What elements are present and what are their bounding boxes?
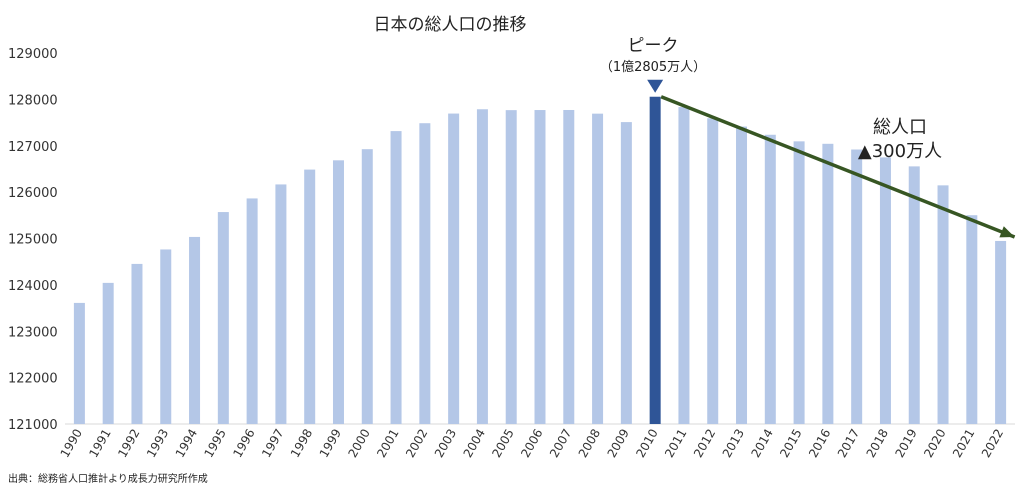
bar-2022 [995, 240, 1007, 424]
x-tick-label: 2013 [720, 427, 747, 460]
x-tick-label: 1993 [144, 427, 171, 460]
chart-title: 日本の総人口の推移 [373, 15, 527, 35]
y-tick-label: 127000 [8, 140, 58, 155]
bar-2015 [793, 141, 805, 425]
bar-1992 [131, 263, 143, 424]
decline-annotation-value: ▲300万人 [857, 141, 943, 162]
bar-1991 [102, 282, 114, 424]
bar-1996 [246, 198, 258, 424]
x-tick-label: 2008 [576, 427, 603, 460]
y-tick-label: 125000 [8, 233, 58, 248]
x-tick-label: 2009 [605, 427, 632, 460]
x-tick-label: 1998 [288, 427, 315, 460]
bar-1993 [160, 249, 172, 424]
bar-2020 [937, 185, 949, 424]
y-tick-label: 129000 [8, 47, 58, 62]
x-tick-label: 1996 [230, 427, 257, 460]
bar-2012 [707, 118, 719, 424]
x-tick-label: 1994 [173, 427, 200, 460]
bar-1997 [275, 184, 287, 424]
x-tick-label: 2004 [461, 427, 488, 460]
bar-1990 [73, 302, 85, 424]
bar-2016 [822, 143, 834, 424]
trend-arrowhead-icon [999, 226, 1015, 238]
x-tick-label: 2006 [518, 427, 545, 460]
bar-2010 [649, 96, 661, 424]
y-tick-label: 128000 [8, 93, 58, 108]
x-tick-label: 2011 [662, 427, 689, 460]
x-tick-label: 2018 [864, 427, 891, 460]
bar-2004 [476, 109, 488, 425]
bar-1994 [189, 236, 201, 424]
x-tick-label: 2016 [806, 427, 833, 460]
x-tick-label: 2001 [374, 427, 401, 460]
x-tick-label: 1995 [202, 427, 229, 460]
bar-2000 [361, 149, 373, 424]
x-tick-label: 2019 [892, 427, 919, 460]
x-tick-label: 2003 [432, 427, 459, 460]
x-tick-label: 2017 [835, 427, 862, 460]
x-tick-label: 1999 [317, 427, 344, 460]
x-tick-label: 2014 [749, 427, 776, 460]
x-tick-label: 2010 [633, 427, 660, 460]
x-tick-label: 2022 [979, 427, 1006, 460]
x-tick-label: 2015 [777, 427, 804, 460]
bar-2006 [534, 110, 546, 424]
bar-2021 [966, 215, 978, 424]
x-tick-label: 1997 [259, 427, 286, 460]
decline-annotation: 総人口 ▲300万人 [820, 116, 980, 164]
x-tick-label: 2002 [403, 427, 430, 460]
bar-2019 [908, 166, 920, 424]
peak-marker-icon [647, 79, 664, 93]
bar-2011 [678, 107, 690, 425]
bar-1995 [217, 212, 229, 424]
source-note: 出典：総務省人口推計より成長力研究所作成 [8, 474, 208, 485]
y-tick-label: 124000 [8, 279, 58, 294]
decline-annotation-title: 総人口 [873, 117, 927, 138]
x-tick-label: 2021 [950, 427, 977, 460]
y-tick-label: 122000 [8, 372, 58, 387]
bar-2005 [505, 110, 517, 424]
x-tick-label: 2007 [547, 427, 574, 460]
bar-2002 [419, 123, 431, 425]
x-tick-label: 2020 [921, 427, 948, 460]
bar-2017 [851, 149, 863, 424]
bar-2008 [592, 113, 604, 424]
y-tick-label: 126000 [8, 186, 58, 201]
bar-2013 [736, 126, 748, 424]
x-tick-label: 2012 [691, 427, 718, 460]
x-tick-label: 1990 [58, 427, 85, 460]
peak-annotation-label: ピーク [627, 36, 679, 56]
x-tick-label: 2005 [489, 427, 516, 460]
x-tick-label: 2000 [345, 427, 372, 460]
bar-1999 [332, 160, 344, 424]
bar-2001 [390, 131, 402, 424]
bar-2018 [879, 157, 891, 424]
bar-2014 [764, 134, 776, 424]
bar-2009 [620, 122, 632, 424]
y-tick-label: 121000 [8, 418, 58, 433]
x-tick-label: 1991 [86, 427, 113, 460]
bar-1998 [304, 169, 316, 424]
x-tick-label: 1992 [115, 427, 142, 460]
bar-2007 [563, 109, 575, 424]
trend-line [660, 95, 1016, 239]
y-tick-label: 123000 [8, 325, 58, 340]
peak-annotation-value: （1億2805万人） [599, 60, 707, 75]
bar-2003 [448, 113, 460, 425]
